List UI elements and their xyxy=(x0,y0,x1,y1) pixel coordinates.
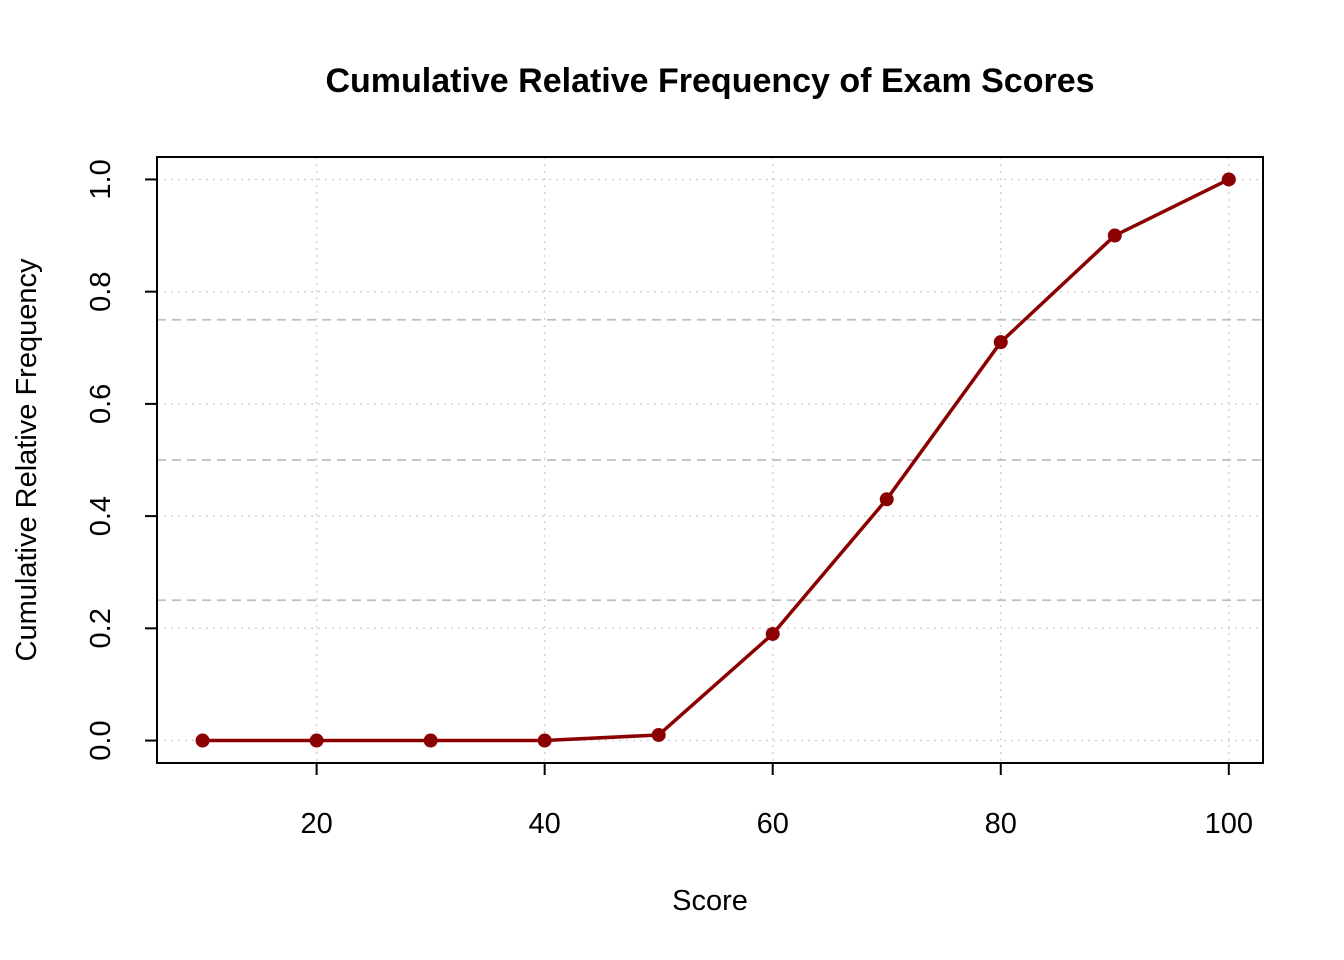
data-point xyxy=(766,627,780,641)
chart-title: Cumulative Relative Frequency of Exam Sc… xyxy=(325,62,1094,100)
data-point xyxy=(196,734,210,748)
y-axis: 0.0 0.2 0.4 0.6 0.8 1.0 xyxy=(85,159,157,760)
x-tick-label: 40 xyxy=(529,808,561,840)
x-tick-label: 100 xyxy=(1205,808,1253,840)
data-point xyxy=(652,728,666,742)
data-point xyxy=(1108,229,1122,243)
data-point xyxy=(994,335,1008,349)
x-tick-label: 60 xyxy=(757,808,789,840)
x-axis: 20 40 60 80 100 xyxy=(300,763,1252,840)
y-tick-label: 0.0 xyxy=(85,720,117,760)
x-axis-label: Score xyxy=(672,885,748,917)
y-tick-label: 0.6 xyxy=(85,384,117,424)
data-point xyxy=(1222,172,1236,186)
y-tick-label: 0.2 xyxy=(85,608,117,648)
x-tick-label: 20 xyxy=(300,808,332,840)
data-point xyxy=(310,734,324,748)
data-point xyxy=(538,734,552,748)
data-point xyxy=(424,734,438,748)
y-tick-label: 1.0 xyxy=(85,159,117,199)
y-tick-label: 0.8 xyxy=(85,272,117,312)
reference-lines xyxy=(157,320,1263,601)
data-point xyxy=(880,492,894,506)
y-tick-label: 0.4 xyxy=(85,496,117,536)
y-axis-label: Cumulative Relative Frequency xyxy=(11,258,43,661)
x-tick-label: 80 xyxy=(985,808,1017,840)
